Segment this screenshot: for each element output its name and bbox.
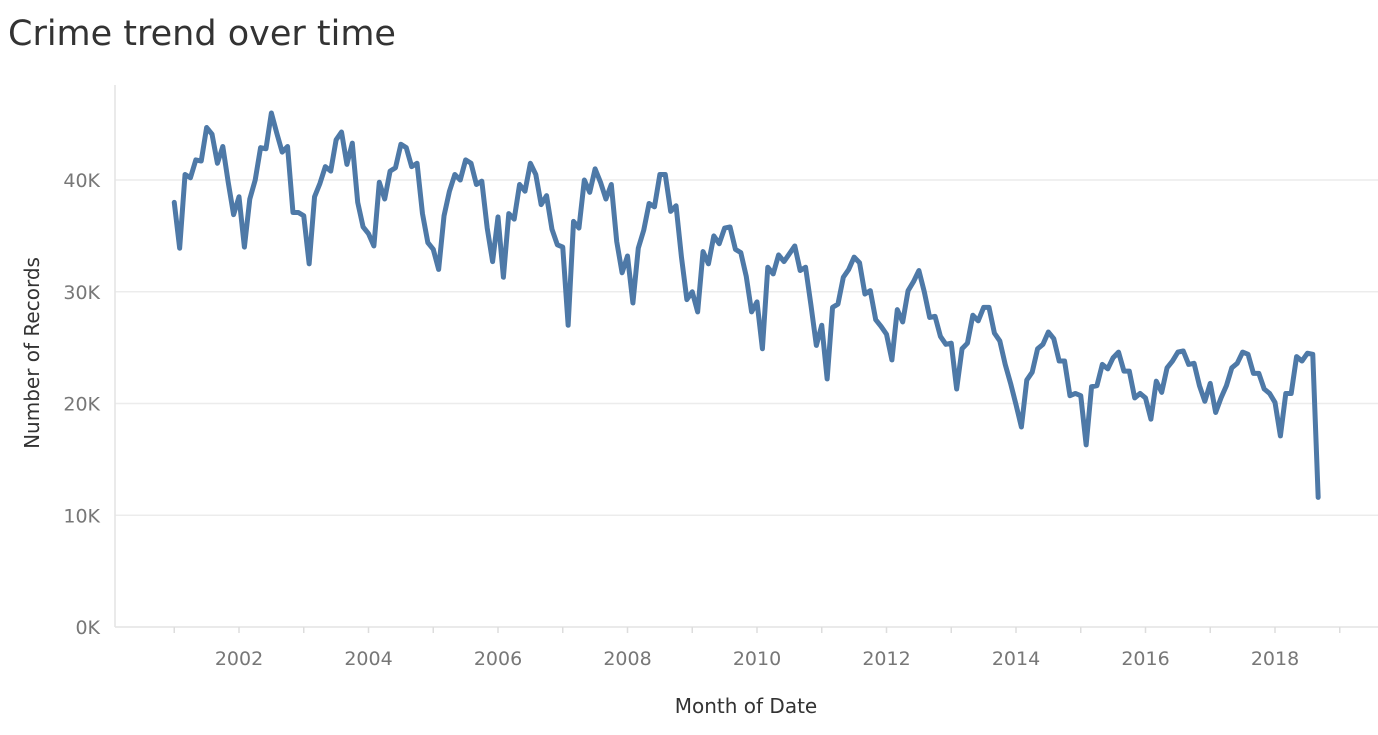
x-axis-ticks: 2002 2004 2006 2008 2010 2012 2014 2016 2018 xyxy=(173,627,1341,670)
y-axis-title: Number of Records xyxy=(20,257,44,449)
x-tick-label: 2002 xyxy=(215,648,263,670)
x-tick-label: 2008 xyxy=(603,648,651,670)
x-axis-title: Month of Date xyxy=(675,694,817,718)
x-tick-label: 2016 xyxy=(1121,648,1169,670)
series-group xyxy=(171,110,1321,500)
series-line xyxy=(171,110,1321,500)
x-tick-label: 2018 xyxy=(1251,648,1299,670)
y-tick-label: 30K xyxy=(63,282,100,304)
chart-title: Crime trend over time xyxy=(8,14,396,54)
y-axis-ticks: 0K 10K 20K 30K 40K xyxy=(63,170,100,639)
x-tick-label: 2014 xyxy=(992,648,1040,670)
x-tick-label: 2010 xyxy=(733,648,781,670)
x-tick-label: 2012 xyxy=(862,648,910,670)
axes xyxy=(114,85,1378,628)
y-tick-label: 20K xyxy=(63,394,100,416)
x-tick-label: 2004 xyxy=(344,648,392,670)
x-tick-label: 2006 xyxy=(474,648,522,670)
y-tick-label: 0K xyxy=(75,617,100,639)
y-tick-label: 40K xyxy=(63,170,100,192)
y-tick-label: 10K xyxy=(63,505,100,527)
